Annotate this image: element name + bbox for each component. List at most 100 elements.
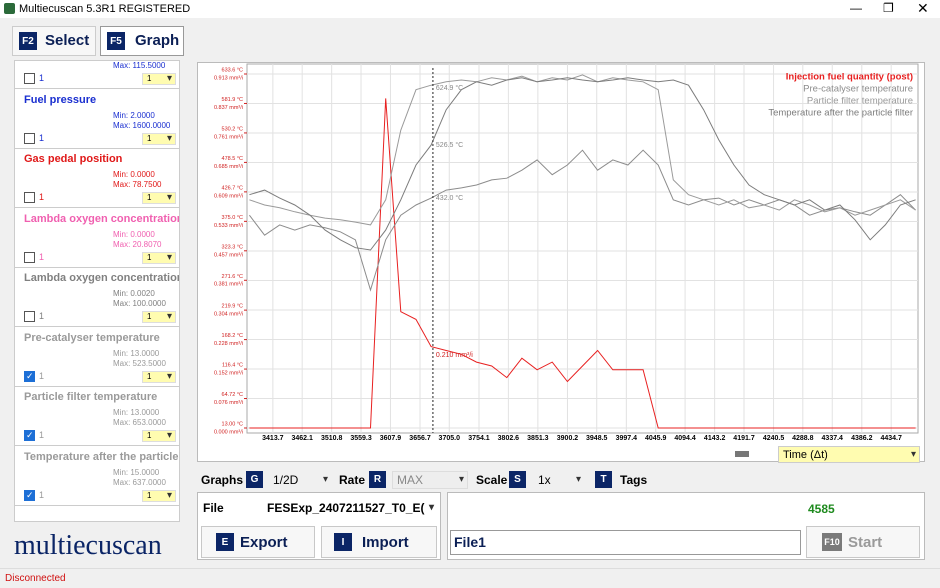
key: F10 [822, 533, 842, 551]
chart: 633.6 °C 581.9 °C 530.2 °C 478.5 °C 426.7 °C… [214, 63, 919, 442]
key: I [334, 533, 352, 551]
scale-select[interactable]: 1 [142, 251, 176, 264]
parameter-min: Min: 13.0000 [113, 348, 160, 358]
x-tick-label: 3413.7 [262, 435, 284, 442]
checkbox[interactable] [24, 132, 35, 144]
scale-select[interactable]: 1 [142, 489, 176, 502]
parameter-item[interactable]: Particle filter temperature Min: 13.0000 M… [15, 387, 179, 446]
parameter-item[interactable]: Max: 115.5000 1 1 [15, 61, 179, 89]
parameter-max: Max: 78.7500 [113, 180, 162, 189]
checkbox[interactable] [24, 192, 35, 203]
import-button[interactable]: I Import [321, 526, 437, 558]
cursor-label: 624.9 °C [436, 84, 463, 92]
parameter-min: Min: 2.0000 [113, 110, 155, 120]
y-tick-label: 13.00 °C [222, 421, 243, 427]
checkbox[interactable] [24, 370, 35, 382]
checkbox[interactable] [24, 430, 35, 441]
parameter-max: Max: 653.0000 [113, 418, 166, 427]
maximize[interactable]: ❐ [883, 1, 894, 15]
tab-select[interactable]: F2 Select [12, 26, 96, 56]
x-tick-label: 4045.9 [645, 435, 667, 442]
graphs-label: Graphs [201, 473, 244, 487]
status-bar: Disconnected [0, 568, 940, 588]
parameter-item[interactable]: Gas pedal position Min: 0.0000 Max: 78.750… [15, 149, 179, 208]
parameter-item[interactable]: Lambda oxygen concentration Min: 0.0020 Ma… [15, 268, 179, 327]
parameter-name: Pre-catalyser temperature [24, 331, 160, 344]
scale-select[interactable]: 1x [533, 471, 585, 489]
y-tick-label: 426.7 °C [222, 185, 243, 191]
rate-select[interactable]: MAX [392, 471, 468, 489]
x-tick-label: 3607.9 [380, 435, 402, 442]
checkbox-label: 1 [39, 430, 45, 440]
x-tick-label: 3462.1 [291, 435, 313, 442]
y-tick-label: 478.5 °C [222, 156, 243, 162]
scroll-thumb[interactable] [735, 451, 749, 457]
x-tick-label: 3754.1 [468, 435, 490, 442]
scale-select[interactable]: 1 [142, 132, 176, 145]
app-icon [4, 3, 15, 14]
y2-tick-label: 0.457 mm³/i [214, 252, 243, 258]
key: E [216, 533, 234, 551]
scale-select[interactable]: 1 [142, 311, 176, 323]
scale-label: Scale [476, 473, 508, 487]
key: G [246, 471, 263, 488]
rate-label: Rate [339, 473, 366, 487]
checkbox[interactable] [24, 489, 35, 501]
graphs-select[interactable]: 1/2D [268, 471, 332, 489]
parameter-item[interactable]: Temperature after the particle Min: 15.00… [15, 447, 179, 506]
close[interactable]: ✕ [917, 0, 929, 16]
cursor-label: 0.210 mm³/i [436, 352, 473, 359]
parameter-min: Min: 0.0000 [113, 170, 155, 179]
plot-area [246, 63, 919, 434]
tab-key: F5 [107, 32, 125, 50]
x-tick-label: 3559.3 [350, 435, 372, 442]
logo: multiecuscan [14, 530, 162, 561]
checkbox-label: 1 [39, 489, 45, 500]
checkbox-label: 1 [39, 192, 45, 202]
y2-tick-label: 0.000 mm³/i [214, 429, 243, 435]
scale-select[interactable]: 1 [142, 370, 176, 383]
y2-tick-label: 0.761 mm³/i [214, 134, 243, 140]
tab-key: F2 [19, 32, 37, 50]
tab-label: Graph [135, 32, 180, 49]
checkbox-label: 1 [39, 370, 45, 381]
start-button[interactable]: F10 Start [806, 526, 920, 558]
checkbox[interactable] [24, 251, 35, 263]
series-line [249, 77, 916, 251]
scale-select[interactable]: 1 [142, 430, 176, 442]
y-tick-label: 581.9 °C [222, 97, 243, 103]
parameter-max: Max: 1600.0000 [113, 120, 171, 130]
parameter-max: Max: 637.0000 [113, 477, 166, 487]
file-select[interactable]: FESExp_2407211527_T0_E( [262, 499, 438, 517]
parameter-name: Temperature after the particle [24, 450, 179, 463]
time-mode[interactable]: Time (Δt) [778, 446, 920, 463]
file-label: File [203, 501, 224, 515]
scale-select[interactable]: 1 [142, 192, 176, 204]
export-button[interactable]: E Export [201, 526, 315, 558]
tags-label[interactable]: Tags [620, 473, 648, 487]
status-text: Disconnected [5, 573, 66, 584]
x-tick-label: 3997.4 [616, 435, 638, 442]
checkbox[interactable] [24, 73, 35, 84]
x-tick-label: 4288.8 [792, 435, 814, 442]
scale-select[interactable]: 1 [142, 73, 176, 85]
cursor-label: 432.0 °C [436, 194, 463, 202]
parameter-item[interactable]: Fuel pressure Min: 2.0000 Max: 1600.0000 1 1 [15, 90, 179, 149]
parameter-name: Lambda oxygen concentration [24, 272, 180, 284]
legend-entry: Pre-catalyser temperature [803, 84, 913, 95]
button-label: Start [848, 534, 883, 551]
y-tick-label: 323.3 °C [222, 244, 243, 250]
x-tick-label: 4191.7 [733, 435, 755, 442]
file-name-input[interactable]: File1 [450, 530, 801, 555]
minimize[interactable]: — [850, 1, 862, 15]
parameter-item[interactable]: Pre-catalyser temperature Min: 13.0000 Max… [15, 328, 179, 387]
parameter-item[interactable]: Lambda oxygen concentration Min: 0.0000 Ma… [15, 209, 179, 268]
key: S [509, 471, 526, 488]
tab-graph[interactable]: F5 Graph [100, 26, 184, 56]
x-tick-label: 3900.2 [557, 435, 579, 442]
y-tick-label: 219.9 °C [222, 303, 243, 309]
parameter-min: Min: 0.0000 [113, 229, 155, 239]
y-tick-label: 116.4 °C [222, 362, 243, 368]
x-tick-label: 3656.7 [409, 435, 431, 442]
checkbox[interactable] [24, 311, 35, 322]
